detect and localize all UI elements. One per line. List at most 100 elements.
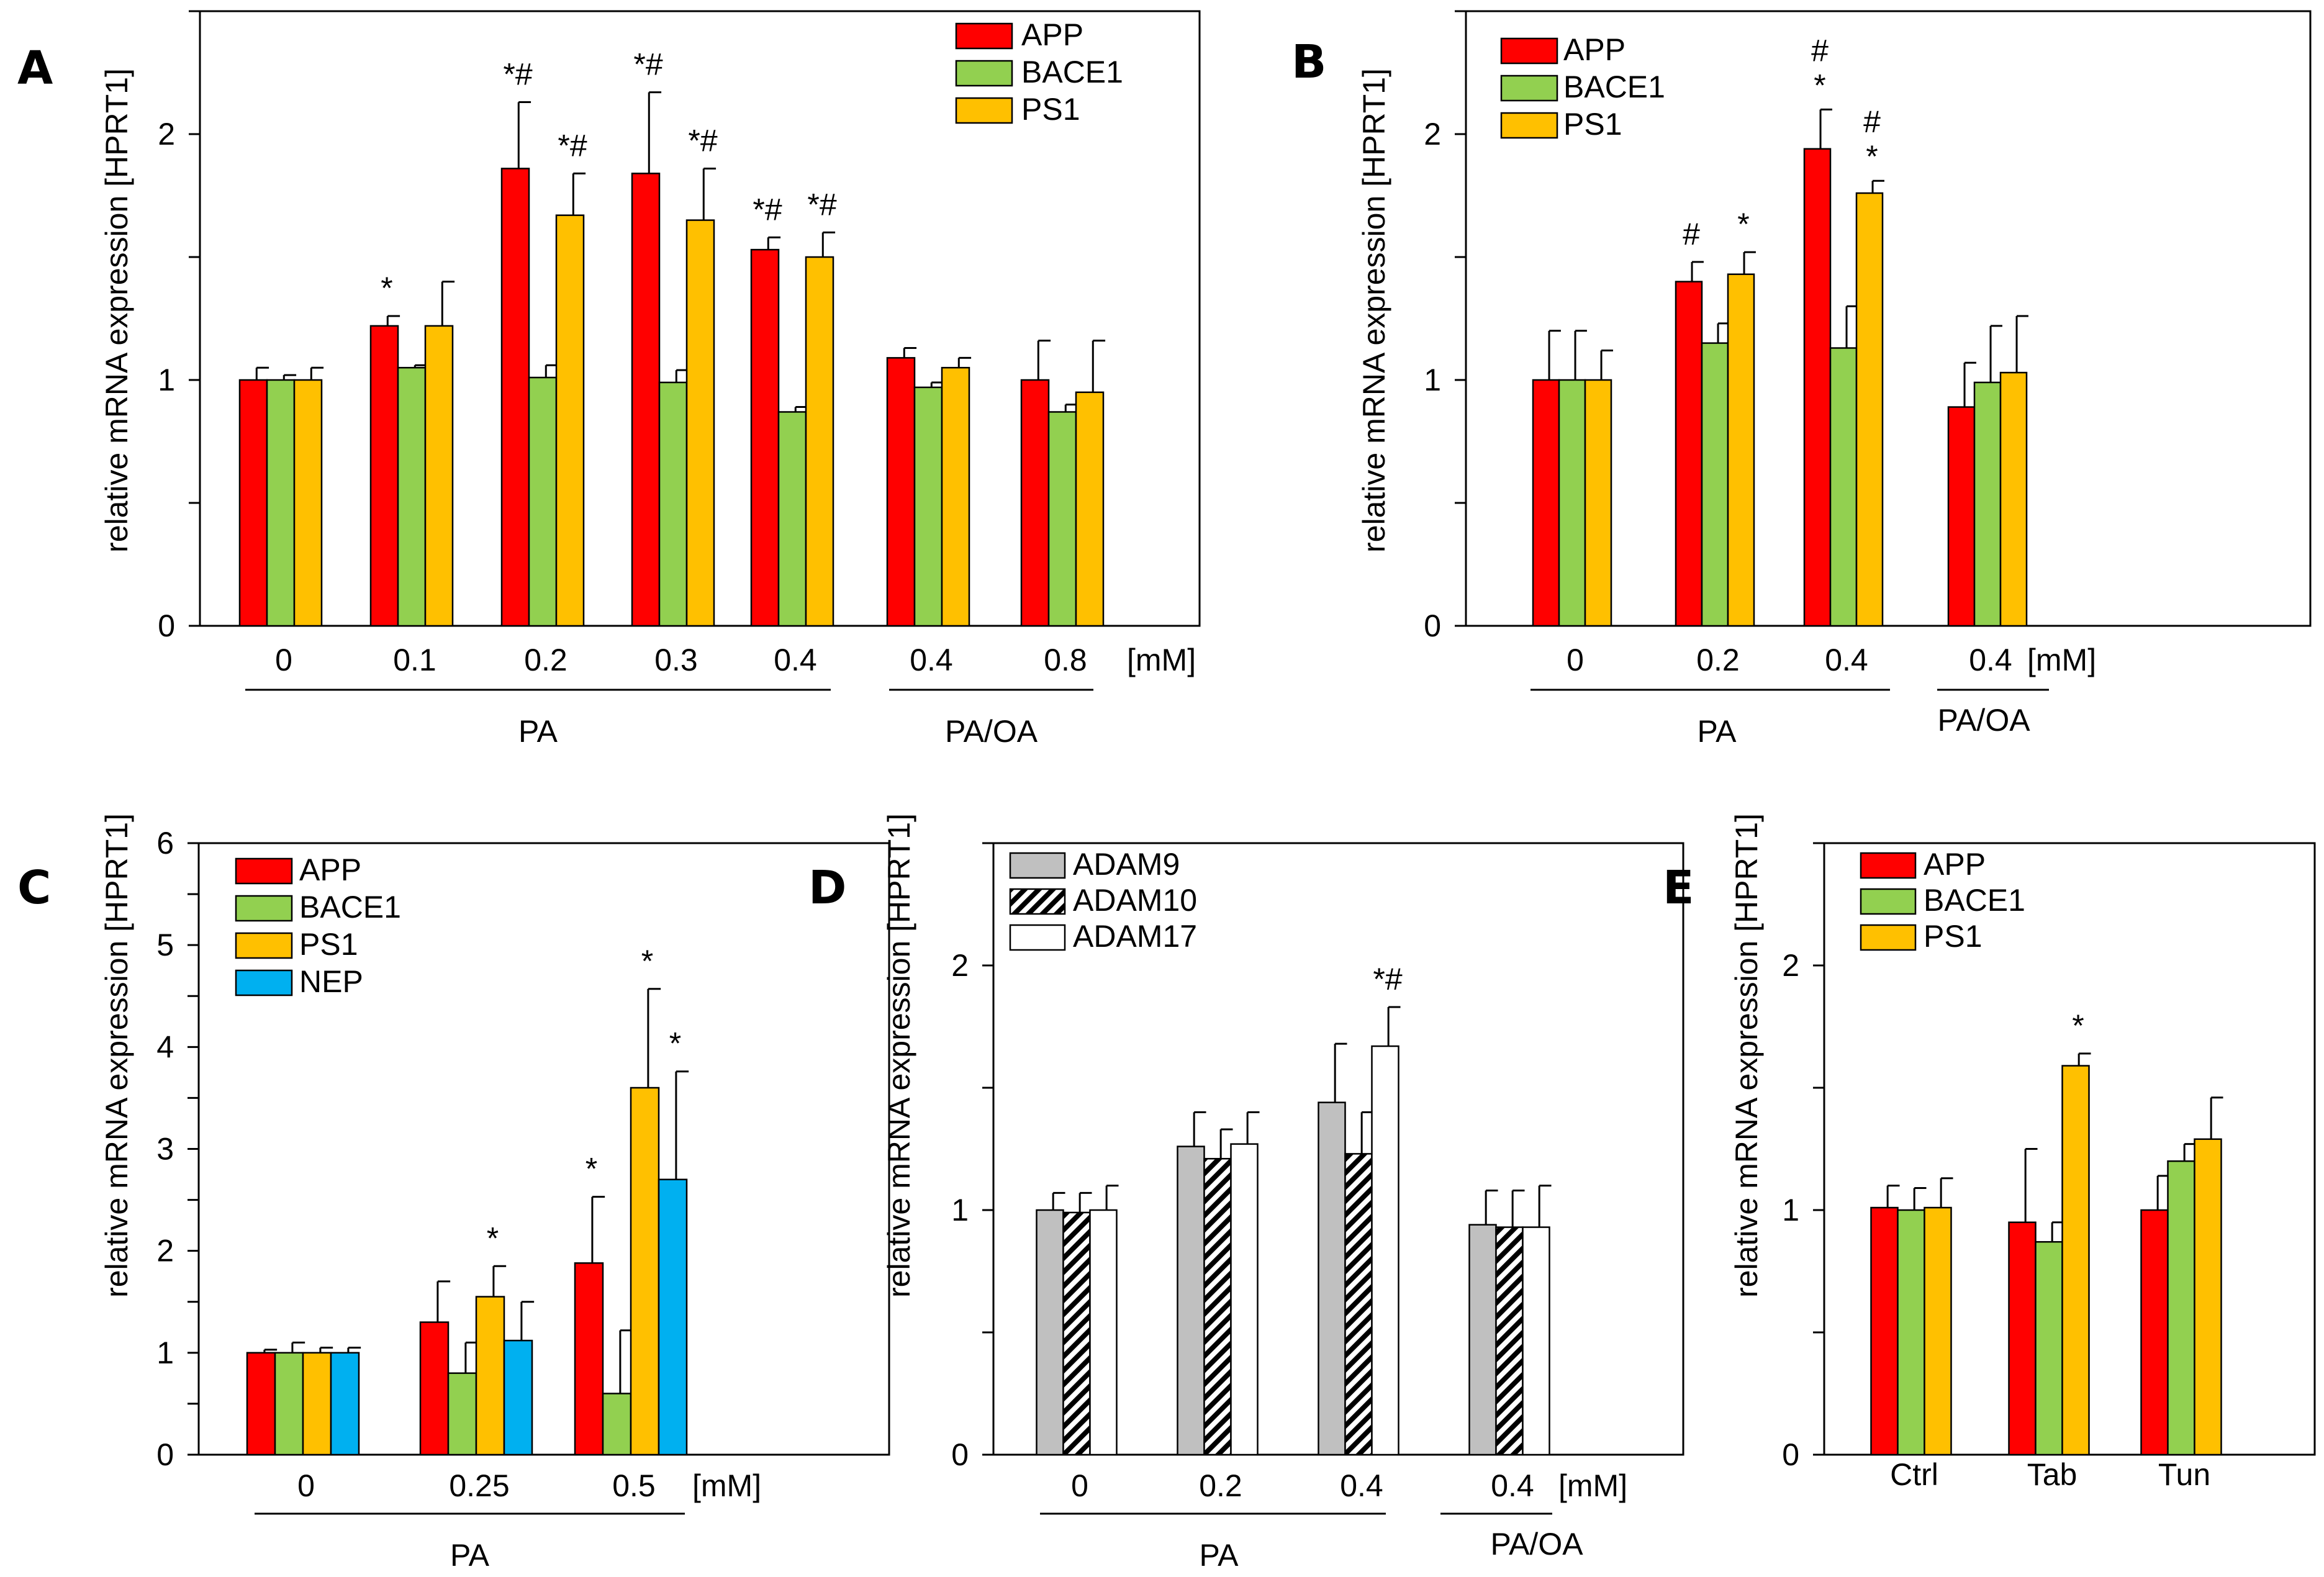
legend-label: ADAM17	[1073, 919, 1197, 954]
unit-label: [mM]	[692, 1468, 761, 1503]
bar-bace1	[658, 381, 688, 627]
bar-bace1	[602, 1393, 632, 1456]
group-label: PA	[518, 714, 558, 749]
y-tick-label: 1	[156, 1335, 174, 1370]
bar-nep	[503, 1339, 533, 1456]
legend-swatch-adam17	[1009, 924, 1066, 951]
significance-mark: *	[1814, 68, 1825, 102]
significance-mark: *	[1737, 207, 1749, 242]
bar-adam9	[1468, 1224, 1497, 1456]
bar-ps1	[685, 219, 715, 627]
x-tick-label: 0.2	[524, 643, 567, 677]
y-axis-label: relative mRNA expression [HPRT1]	[99, 813, 134, 1298]
significance-mark: *#	[753, 192, 782, 227]
unit-label: [mM]	[1558, 1468, 1627, 1503]
y-axis-label: relative mRNA expression [HPRT1]	[882, 813, 916, 1298]
bar-app	[246, 1352, 276, 1456]
y-tick-label: 0	[156, 1437, 174, 1472]
x-tick-label: 0.4	[1491, 1468, 1534, 1503]
y-tick-label: 1	[158, 363, 175, 397]
bar-adam10	[1344, 1153, 1373, 1456]
legend-swatch-bace1	[955, 60, 1013, 87]
chart-panel-a: A 0 1 2 relative mRNA expression [HPRT1] 0 * 0.…	[17, 10, 1201, 749]
significance-mark: *#	[807, 187, 836, 222]
bar-adam17	[1230, 1143, 1259, 1456]
bar-app	[1803, 148, 1832, 627]
bar-ps1	[1855, 192, 1884, 627]
legend-swatch-app	[955, 22, 1013, 50]
y-tick-label: 2	[951, 948, 969, 983]
y-tick-label: 1	[1782, 1193, 1799, 1227]
bar-bace1	[1829, 347, 1858, 627]
legend-swatch-adam10	[1009, 888, 1066, 915]
y-tick-label: 4	[156, 1029, 174, 1064]
bar-adam9	[1036, 1209, 1064, 1456]
x-tick-label: Ctrl	[1890, 1457, 1938, 1492]
bar-ps1	[1584, 379, 1612, 627]
x-tick-label: 0.1	[393, 643, 436, 677]
significance-mark: #	[1811, 33, 1829, 68]
bar-app	[2140, 1209, 2169, 1456]
bar-ps1	[1727, 273, 1755, 627]
legend-label: PS1	[1563, 107, 1622, 142]
x-tick-label: Tun	[2158, 1457, 2210, 1492]
bar-adam9	[1177, 1145, 1205, 1456]
unit-label: [mM]	[2027, 643, 2096, 677]
bar-app	[369, 325, 399, 627]
x-tick-label: 0.4	[1825, 643, 1868, 677]
bar-app	[750, 248, 780, 627]
y-tick-label: 0	[1424, 608, 1441, 643]
bar-bace1	[777, 411, 807, 627]
x-tick-label: 0.2	[1199, 1468, 1242, 1503]
bar-bace1	[913, 386, 943, 627]
legend-swatch-bace1	[1860, 888, 1917, 915]
group-label: PA/OA	[1490, 1527, 1583, 1561]
y-tick-label: 2	[1782, 948, 1799, 983]
bar-ps1	[1999, 371, 2028, 627]
significance-mark: *	[381, 271, 392, 305]
y-tick-label: 0	[1782, 1437, 1799, 1472]
x-tick-label: 0.4	[910, 643, 953, 677]
legend-label: BACE1	[1021, 55, 1123, 89]
y-tick-label: 1	[1424, 363, 1441, 397]
legend-swatch-ps1	[235, 932, 293, 959]
legend-label: APP	[1924, 847, 1986, 882]
bar-app	[419, 1321, 450, 1456]
legend-swatch-nep	[235, 969, 293, 996]
group-label: PA/OA	[1937, 703, 2030, 738]
legend-label: APP	[1563, 32, 1625, 67]
panel-letter: B	[1291, 35, 1326, 89]
significance-mark: *#	[558, 128, 587, 163]
significance-mark: *	[1866, 139, 1878, 174]
bar-adam10	[1062, 1211, 1091, 1456]
x-tick-label: 0.2	[1696, 643, 1740, 677]
x-tick-label: 0	[1071, 1468, 1088, 1503]
panel-letter: E	[1663, 861, 1694, 915]
bar-bace1	[2035, 1240, 2063, 1456]
significance-mark: *	[2072, 1008, 2084, 1043]
legend-label: PS1	[1924, 919, 1983, 954]
panel-letter: C	[17, 861, 51, 915]
bar-ps1	[302, 1352, 332, 1456]
bar-ps1	[1075, 391, 1105, 627]
legend-label: ADAM9	[1073, 847, 1180, 882]
bar-nep	[658, 1178, 688, 1456]
bar-bace1	[528, 376, 558, 627]
bar-app	[238, 379, 268, 627]
bar-nep	[330, 1352, 360, 1456]
bar-adam17	[1522, 1226, 1550, 1456]
x-tick-label: 0.4	[774, 643, 817, 677]
x-tick-label: 0	[1567, 643, 1584, 677]
legend-swatch-ps1	[1500, 112, 1558, 139]
bar-bace1	[1701, 342, 1729, 627]
chart-panel-c: C 0 1 2 3 4 5 6 relative mRNA expression [HPRT1]…	[17, 813, 890, 1573]
x-tick-label: 0.3	[654, 643, 698, 677]
legend-label: BACE1	[1924, 883, 2025, 918]
bar-bace1	[2167, 1160, 2195, 1456]
